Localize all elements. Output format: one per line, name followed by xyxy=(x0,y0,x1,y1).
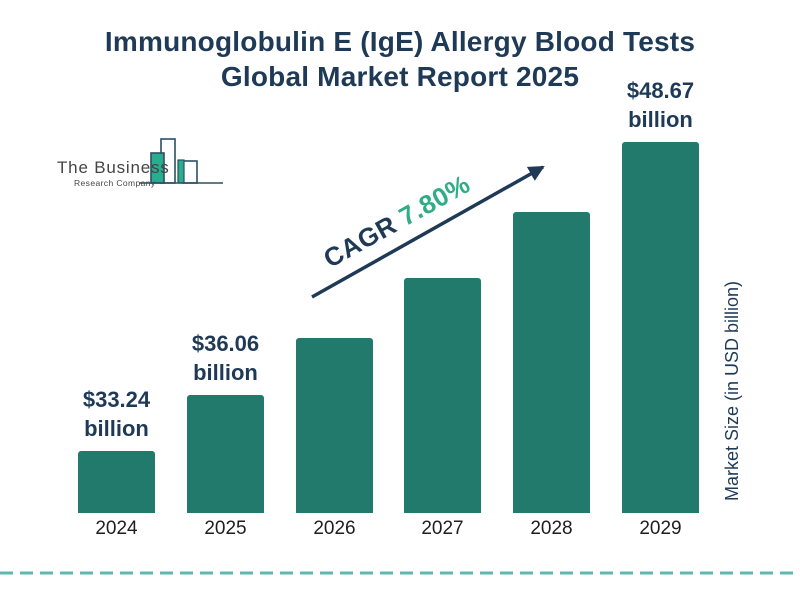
x-tick-label-2025: 2025 xyxy=(204,518,247,539)
value-amount: $48.67 xyxy=(626,78,695,103)
page-title: Immunoglobulin E (IgE) Allergy Blood Tes… xyxy=(0,24,800,94)
bar-2027 xyxy=(404,278,481,513)
company-logo: The Business Research Company xyxy=(57,138,223,188)
value-label-2024: $33.24 billion xyxy=(52,385,182,443)
x-tick-label-2028: 2028 xyxy=(530,518,573,539)
bottom-dashed-divider xyxy=(0,571,800,575)
value-label-2029: $48.67 billion xyxy=(596,76,726,134)
x-tick-label-2029: 2029 xyxy=(639,518,682,539)
x-tick-label-2026: 2026 xyxy=(313,518,356,539)
page-title-line1: Immunoglobulin E (IgE) Allergy Blood Tes… xyxy=(104,26,696,57)
value-amount: $36.06 xyxy=(191,331,260,356)
bar-2025 xyxy=(187,395,264,513)
value-unit: billion xyxy=(628,107,693,132)
cagr-trend-arrow xyxy=(311,165,545,299)
y-axis-label: Market Size (in USD billion) xyxy=(722,280,742,502)
logo-name-text: The Business xyxy=(57,158,170,177)
value-amount: $33.24 xyxy=(82,387,151,412)
page-title-line2: Global Market Report 2025 xyxy=(220,61,580,92)
bar-2024 xyxy=(78,451,155,513)
value-label-2025: $36.06 billion xyxy=(161,329,291,387)
value-unit: billion xyxy=(193,360,258,385)
x-tick-label-2024: 2024 xyxy=(95,518,138,539)
logo-subname-text: Research Company xyxy=(74,178,156,188)
bar-2028 xyxy=(513,212,590,513)
bar-2029 xyxy=(622,142,699,513)
x-tick-label-2027: 2027 xyxy=(421,518,464,539)
bar-2026 xyxy=(296,338,373,513)
value-unit: billion xyxy=(84,416,149,441)
bar-chart-logo-icon xyxy=(139,138,223,184)
